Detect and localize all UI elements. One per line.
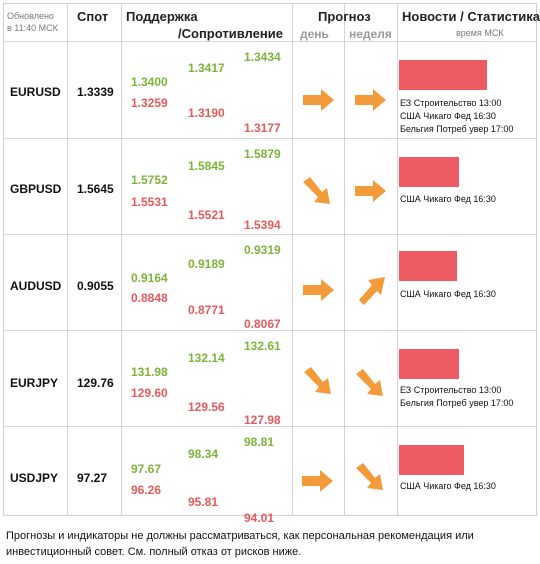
grid-line — [4, 41, 536, 42]
resistance-value: 0.8771 — [188, 303, 225, 317]
news-impact-bar — [399, 60, 487, 90]
down-right-arrow-icon — [303, 177, 330, 204]
support-value: 1.3417 — [188, 61, 225, 75]
grid-line — [4, 234, 536, 235]
news-item: США Чикаго Фед 16:30 — [400, 289, 496, 299]
support-value: 97.67 — [131, 462, 162, 476]
support-value: 1.5845 — [188, 159, 225, 173]
resistance-value: 0.8067 — [244, 317, 281, 331]
down-right-arrow-icon — [304, 367, 331, 394]
updated-label: Обновлено в 11:40 МСК — [7, 10, 58, 34]
pair-name: USDJPY — [10, 471, 59, 485]
resistance-value: 127.98 — [244, 413, 281, 427]
table-row: EURUSD 1.3339 1.3400 1.3259 1.3417 1.319… — [4, 42, 536, 138]
support-value: 98.81 — [244, 435, 275, 449]
right-arrow-icon — [355, 89, 386, 111]
grid-line — [344, 4, 345, 515]
support-value: 98.34 — [188, 447, 219, 461]
pair-name: AUDUSD — [10, 279, 62, 293]
disclaimer-text: Прогнозы и индикаторы не должны рассматр… — [6, 530, 474, 558]
spot-value: 97.27 — [77, 471, 108, 485]
grid-line — [292, 4, 293, 515]
time-label: время МСК — [456, 28, 504, 38]
support-value: 0.9189 — [188, 257, 225, 271]
day-header: день — [300, 27, 329, 41]
support-value: 1.5752 — [131, 173, 168, 187]
news-item: США Чикаго Фед 16:30 — [400, 194, 496, 204]
support-value: 0.9319 — [244, 243, 281, 257]
updated-line-1: Обновлено — [7, 11, 54, 21]
grid-line — [121, 4, 122, 515]
resistance-value: 1.5531 — [131, 195, 168, 209]
right-arrow-icon — [303, 279, 334, 301]
news-item: США Чикаго Фед 16:30 — [400, 111, 496, 121]
news-list: США Чикаго Фед 16:30 — [400, 288, 496, 301]
support-value: 1.5879 — [244, 147, 281, 161]
news-list: ЕЗ Строительство 13:00 Бельгия Потреб ув… — [400, 384, 513, 410]
resistance-value: 1.5521 — [188, 208, 225, 222]
right-arrow-icon — [303, 89, 334, 111]
news-list: ЕЗ Строительство 13:00 США Чикаго Фед 16… — [400, 97, 513, 136]
support-value: 1.3434 — [244, 50, 281, 64]
right-arrow-icon — [302, 470, 333, 492]
support-value: 131.98 — [131, 365, 168, 379]
week-header: неделя — [349, 27, 392, 41]
news-item: Бельгия Потреб увер 17:00 — [400, 124, 514, 134]
news-item: ЕЗ Строительство 13:00 — [400, 98, 502, 108]
grid-line — [4, 426, 536, 427]
support-header: Поддержка — [126, 9, 198, 24]
news-item: Бельгия Потреб увер 17:00 — [400, 398, 514, 408]
pair-name: EURJPY — [10, 376, 59, 390]
spot-value: 1.5645 — [77, 182, 114, 196]
forecast-table: Обновлено в 11:40 МСК Спот Поддержка /Со… — [3, 3, 540, 525]
pair-name: EURUSD — [10, 85, 61, 99]
support-value: 132.14 — [188, 351, 225, 365]
resistance-value: 94.01 — [244, 511, 275, 525]
table-row: EURJPY 129.76 131.98 129.60 132.14 129.5… — [4, 331, 536, 427]
news-item: США Чикаго Фед 16:30 — [400, 481, 496, 491]
spot-header: Спот — [77, 9, 109, 24]
resistance-value: 129.56 — [188, 400, 225, 414]
down-right-arrow-icon — [356, 463, 383, 490]
grid-line — [4, 330, 536, 331]
news-header: Новости / Статистика — [402, 9, 540, 24]
table-row: AUDUSD 0.9055 0.9164 0.8848 0.9189 0.877… — [4, 235, 536, 331]
resistance-value: 1.5394 — [244, 218, 281, 232]
grid-line — [397, 4, 398, 515]
up-right-arrow-icon — [359, 277, 385, 305]
table-row: USDJPY 97.27 97.67 96.26 98.34 95.81 98.… — [4, 427, 536, 525]
spot-value: 129.76 — [77, 376, 114, 390]
right-arrow-icon — [355, 180, 386, 202]
grid-line — [67, 4, 68, 515]
pair-name: GBPUSD — [10, 182, 62, 196]
grid-line — [4, 138, 536, 139]
news-list: США Чикаго Фед 16:30 — [400, 480, 496, 493]
spot-value: 1.3339 — [77, 85, 114, 99]
resistance-value: 0.8848 — [131, 291, 168, 305]
resistance-value: 129.60 — [131, 386, 168, 400]
spot-value: 0.9055 — [77, 279, 114, 293]
news-impact-bar — [399, 157, 459, 187]
table-row: GBPUSD 1.5645 1.5752 1.5531 1.5845 1.552… — [4, 139, 536, 234]
support-value: 1.3400 — [131, 75, 168, 89]
resistance-value: 1.3259 — [131, 96, 168, 110]
resistance-value: 1.3190 — [188, 106, 225, 120]
news-list: США Чикаго Фед 16:30 — [400, 193, 496, 206]
updated-line-2: в 11:40 МСК — [7, 23, 58, 33]
news-item: ЕЗ Строительство 13:00 — [400, 385, 502, 395]
news-impact-bar — [399, 445, 464, 475]
resistance-value: 1.3177 — [244, 121, 281, 135]
support-value: 132.61 — [244, 339, 281, 353]
resistance-header: /Сопротивление — [178, 26, 283, 41]
news-impact-bar — [399, 349, 459, 379]
resistance-value: 95.81 — [188, 495, 219, 509]
forecast-header: Прогноз — [318, 9, 371, 24]
news-impact-bar — [399, 251, 457, 281]
support-value: 0.9164 — [131, 271, 168, 285]
resistance-value: 96.26 — [131, 483, 162, 497]
down-right-arrow-icon — [356, 369, 383, 396]
